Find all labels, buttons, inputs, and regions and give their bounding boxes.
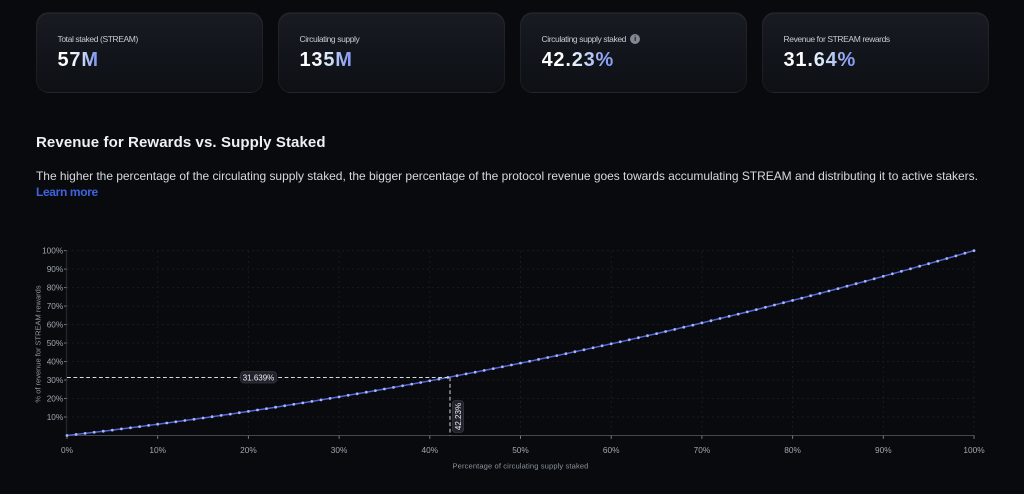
svg-text:10%: 10%: [47, 412, 64, 422]
svg-text:20%: 20%: [47, 394, 64, 404]
svg-text:100%: 100%: [963, 445, 985, 455]
svg-text:70%: 70%: [694, 445, 711, 455]
svg-text:80%: 80%: [784, 445, 801, 455]
svg-text:42.23%: 42.23%: [454, 403, 463, 430]
svg-text:30%: 30%: [331, 445, 348, 455]
svg-text:40%: 40%: [47, 357, 64, 367]
svg-text:% of revenue for STREAM reward: % of revenue for STREAM rewards: [34, 285, 43, 402]
svg-text:100%: 100%: [42, 246, 64, 256]
svg-text:10%: 10%: [149, 445, 166, 455]
svg-text:Percentage of circulating supp: Percentage of circulating supply staked: [452, 461, 588, 470]
svg-text:0%: 0%: [61, 445, 74, 455]
svg-text:90%: 90%: [875, 445, 892, 455]
svg-text:80%: 80%: [47, 283, 64, 293]
svg-text:50%: 50%: [47, 338, 64, 348]
svg-text:20%: 20%: [240, 445, 257, 455]
svg-text:60%: 60%: [603, 445, 620, 455]
svg-text:60%: 60%: [47, 320, 64, 330]
svg-text:50%: 50%: [512, 445, 529, 455]
svg-text:70%: 70%: [47, 301, 64, 311]
svg-text:30%: 30%: [47, 375, 64, 385]
svg-text:90%: 90%: [47, 264, 64, 274]
svg-text:40%: 40%: [421, 445, 438, 455]
svg-text:31.639%: 31.639%: [243, 373, 275, 382]
